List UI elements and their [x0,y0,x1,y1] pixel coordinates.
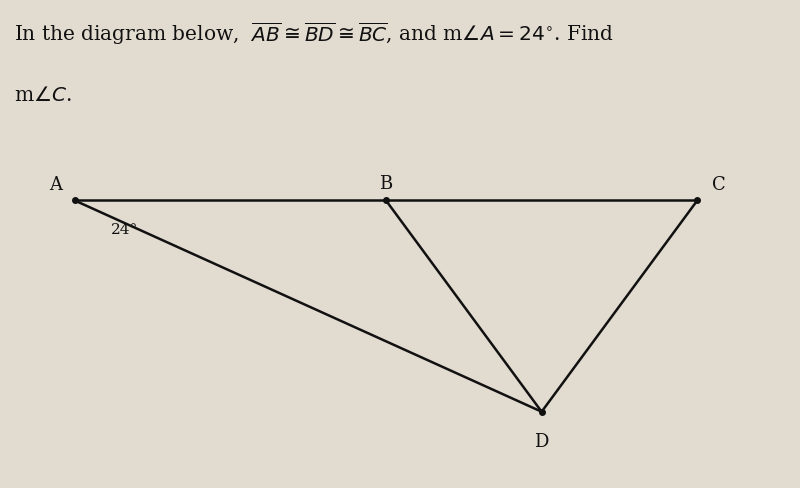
Text: A: A [50,176,62,194]
Text: D: D [534,432,549,450]
Text: m$\angle C$.: m$\angle C$. [14,85,72,104]
Text: C: C [712,176,726,194]
Text: In the diagram below,  $\overline{AB} \cong \overline{BD} \cong \overline{BC}$, : In the diagram below, $\overline{AB} \co… [14,20,614,46]
Text: B: B [379,175,393,193]
Text: 24°: 24° [110,222,138,236]
